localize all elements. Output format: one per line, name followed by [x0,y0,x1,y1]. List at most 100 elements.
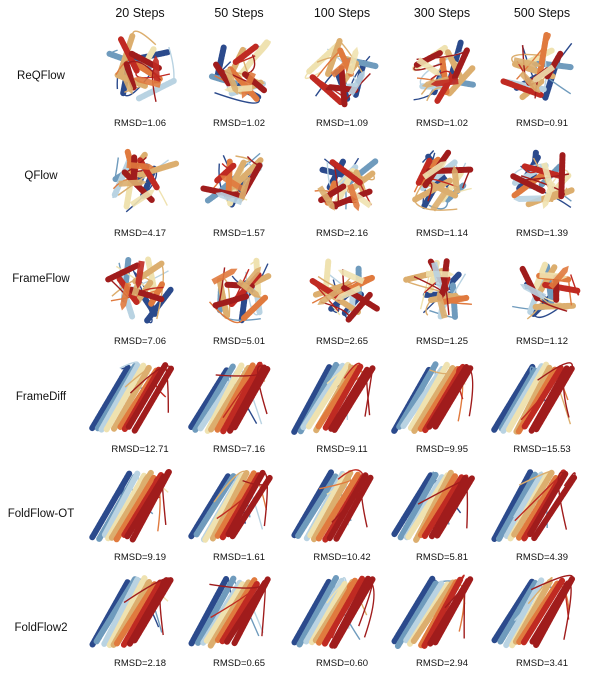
protein-structure-image [187,244,291,336]
structure-cell: RMSD=3.41 [490,566,594,674]
structure-cell: RMSD=1.14 [390,136,494,244]
rmsd-label: RMSD=10.42 [290,552,394,563]
protein-structure-image [290,352,394,444]
method-label: ReQFlow [0,70,82,82]
rmsd-label: RMSD=9.95 [390,444,494,455]
structure-cell: RMSD=2.16 [290,136,394,244]
protein-structure-image [390,352,494,444]
structure-cell: RMSD=0.91 [490,26,594,134]
structure-cell: RMSD=10.42 [290,460,394,568]
protein-structure-image [88,244,192,336]
protein-structure-image [490,244,594,336]
structure-cell: RMSD=2.94 [390,566,494,674]
protein-structure-image [490,26,594,118]
helix-segment [561,155,562,196]
rmsd-label: RMSD=1.02 [187,118,291,129]
rmsd-label: RMSD=12.71 [88,444,192,455]
rmsd-label: RMSD=1.09 [290,118,394,129]
protein-structure-image [490,460,594,552]
method-label: QFlow [0,170,82,182]
loop-segment [132,31,156,45]
structure-cell: RMSD=7.16 [187,352,291,460]
structure-cell: RMSD=15.53 [490,352,594,460]
protein-structure-image [187,460,291,552]
rmsd-label: RMSD=1.14 [390,228,494,239]
beta-strand [153,55,160,83]
loop-segment [169,47,174,81]
method-label: FoldFlow2 [0,622,82,634]
rmsd-label: RMSD=5.01 [187,336,291,347]
structure-cell: RMSD=9.11 [290,352,394,460]
protein-structure-image [390,136,494,228]
rmsd-label: RMSD=3.41 [490,658,594,669]
structure-cell: RMSD=1.61 [187,460,291,568]
structure-cell: RMSD=1.02 [390,26,494,134]
protein-structure-image [390,244,494,336]
protein-structure-image [290,136,394,228]
protein-structure-image [187,26,291,118]
rmsd-label: RMSD=7.06 [88,336,192,347]
structure-cell: RMSD=4.39 [490,460,594,568]
structure-cell: RMSD=0.60 [290,566,394,674]
structure-cell: RMSD=1.02 [187,26,291,134]
method-label: FrameFlow [0,273,82,285]
structure-cell: RMSD=0.65 [187,566,291,674]
structure-cell: RMSD=1.25 [390,244,494,352]
protein-structure-image [290,460,394,552]
rmsd-label: RMSD=5.81 [390,552,494,563]
protein-structure-image [187,566,291,658]
structure-cell: RMSD=7.06 [88,244,192,352]
protein-structure-image [390,566,494,658]
rmsd-label: RMSD=7.16 [187,444,291,455]
rmsd-label: RMSD=0.65 [187,658,291,669]
rmsd-label: RMSD=4.17 [88,228,192,239]
column-header: 500 Steps [492,6,592,20]
protein-structure-image [187,136,291,228]
rmsd-label: RMSD=9.11 [290,444,394,455]
rmsd-label: RMSD=9.19 [88,552,192,563]
rmsd-label: RMSD=1.12 [490,336,594,347]
protein-structure-image [88,26,192,118]
protein-structure-image [187,352,291,444]
structure-cell: RMSD=1.57 [187,136,291,244]
protein-structure-image [390,460,494,552]
protein-structure-image [390,26,494,118]
rmsd-label: RMSD=1.25 [390,336,494,347]
protein-structure-image [88,460,192,552]
beta-strand [119,180,147,187]
method-label: FrameDiff [0,391,82,403]
rmsd-label: RMSD=0.91 [490,118,594,129]
rmsd-label: RMSD=2.16 [290,228,394,239]
rmsd-label: RMSD=1.61 [187,552,291,563]
structure-cell: RMSD=1.12 [490,244,594,352]
structure-cell: RMSD=2.18 [88,566,192,674]
structure-cell: RMSD=9.95 [390,352,494,460]
protein-structure-image [490,136,594,228]
rmsd-label: RMSD=1.39 [490,228,594,239]
rmsd-label: RMSD=1.02 [390,118,494,129]
structure-cell: RMSD=1.09 [290,26,394,134]
protein-structure-image [290,26,394,118]
rmsd-label: RMSD=1.57 [187,228,291,239]
helix-segment [443,261,447,294]
structure-cell: RMSD=5.01 [187,244,291,352]
protein-structure-image [490,352,594,444]
protein-structure-image [290,566,394,658]
rmsd-label: RMSD=1.06 [88,118,192,129]
column-header: 20 Steps [90,6,190,20]
protein-structure-image [88,136,192,228]
structure-cell: RMSD=2.65 [290,244,394,352]
structure-cell: RMSD=1.06 [88,26,192,134]
method-label: FoldFlow-OT [0,508,82,520]
rmsd-label: RMSD=15.53 [490,444,594,455]
rmsd-label: RMSD=0.60 [290,658,394,669]
structure-cell: RMSD=4.17 [88,136,192,244]
structure-cell: RMSD=9.19 [88,460,192,568]
protein-structure-image [88,352,192,444]
structure-cell: RMSD=5.81 [390,460,494,568]
column-header: 100 Steps [292,6,392,20]
structure-cell: RMSD=1.39 [490,136,594,244]
column-header: 300 Steps [392,6,492,20]
column-header: 50 Steps [189,6,289,20]
